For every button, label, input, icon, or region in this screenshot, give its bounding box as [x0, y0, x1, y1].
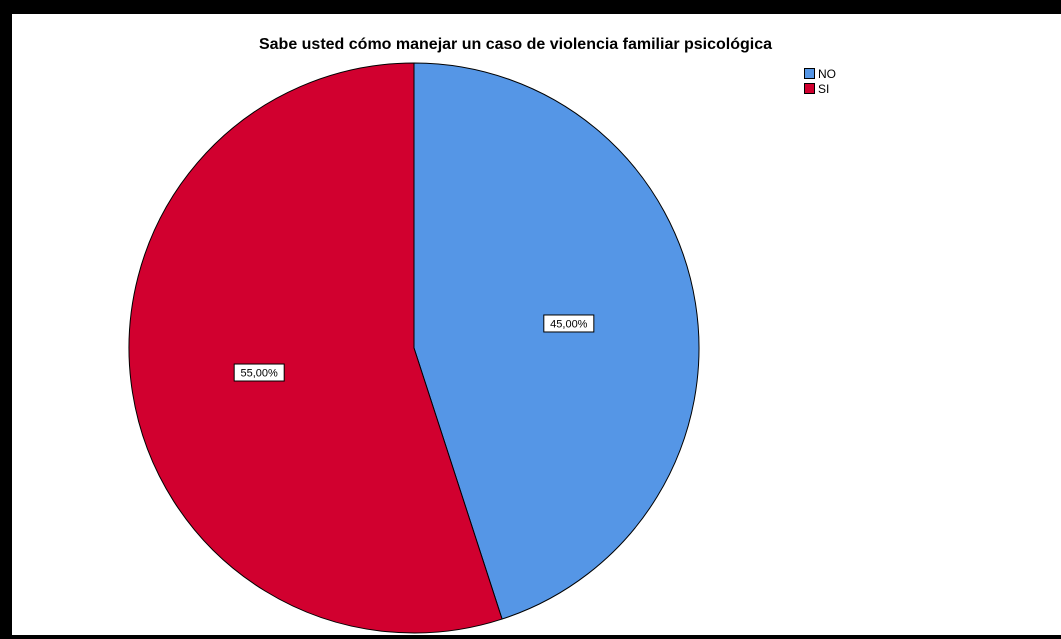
legend-label-si: SI: [818, 81, 830, 96]
data-label-text: 45,00%: [550, 318, 588, 330]
data-label-si: 55,00%: [233, 363, 285, 382]
data-label-box: [233, 363, 285, 382]
data-label-text: 55,00%: [241, 368, 279, 380]
pie-slice-si: [128, 62, 503, 634]
data-label-box: [543, 314, 595, 333]
pie-slice-no: [413, 62, 700, 620]
chart-title: Sabe usted cómo manejar un caso de viole…: [258, 36, 773, 53]
legend-item-si: SI: [804, 81, 836, 96]
data-label-no: 45,00%: [543, 314, 595, 333]
legend: NO SI: [804, 66, 836, 96]
legend-label-no: NO: [818, 66, 836, 81]
legend-swatch-si: [804, 83, 815, 94]
legend-swatch-no: [804, 68, 815, 79]
legend-item-no: NO: [804, 66, 836, 81]
